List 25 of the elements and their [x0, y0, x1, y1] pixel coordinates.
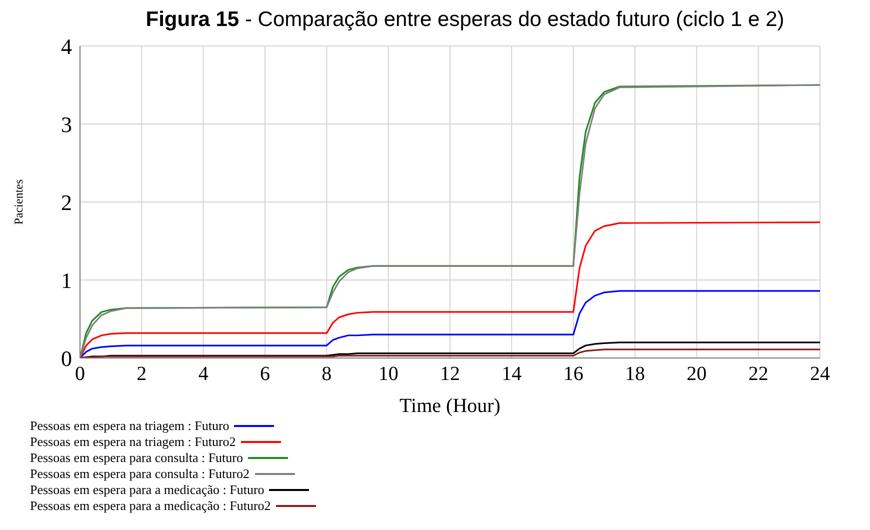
x-tick-label: 18: [625, 363, 645, 386]
y-tick-label: 2: [61, 190, 72, 215]
legend-label: Pessoas em espera para a medicação : Futuro: [30, 482, 264, 498]
legend-label: Pessoas em espera na triagem : Futuro: [30, 418, 230, 434]
legend-label: Pessoas em espera para consulta : Futuro2: [30, 466, 250, 482]
x-tick-label: 14: [502, 363, 522, 386]
y-axis-title: Pacientes: [11, 179, 26, 225]
chart-title: Figura 15 - Comparação entre esperas do estado futuro (ciclo 1 e 2): [146, 8, 784, 31]
y-tick-label: 3: [61, 112, 72, 137]
x-tick-label: 4: [198, 363, 208, 386]
legend-label: Pessoas em espera para consulta : Futuro: [30, 450, 244, 466]
y-tick-label: 1: [61, 268, 72, 293]
x-tick-label: 2: [136, 363, 147, 386]
x-tick-label: 12: [440, 363, 460, 386]
x-tick-label: 22: [748, 363, 768, 386]
x-tick-label: 20: [686, 363, 707, 386]
y-tick-label: 4: [61, 34, 72, 59]
x-tick-label: 6: [260, 363, 270, 386]
x-tick-label: 24: [810, 363, 830, 386]
legend-label: Pessoas em espera na triagem : Futuro2: [30, 434, 236, 450]
x-tick-label: 16: [563, 363, 584, 386]
x-tick-label: 8: [322, 363, 332, 386]
x-tick-label: 10: [378, 363, 398, 386]
legend-label: Pessoas em espera para a medicação : Futuro2: [30, 498, 271, 514]
x-axis-title: Time (Hour): [400, 395, 500, 417]
